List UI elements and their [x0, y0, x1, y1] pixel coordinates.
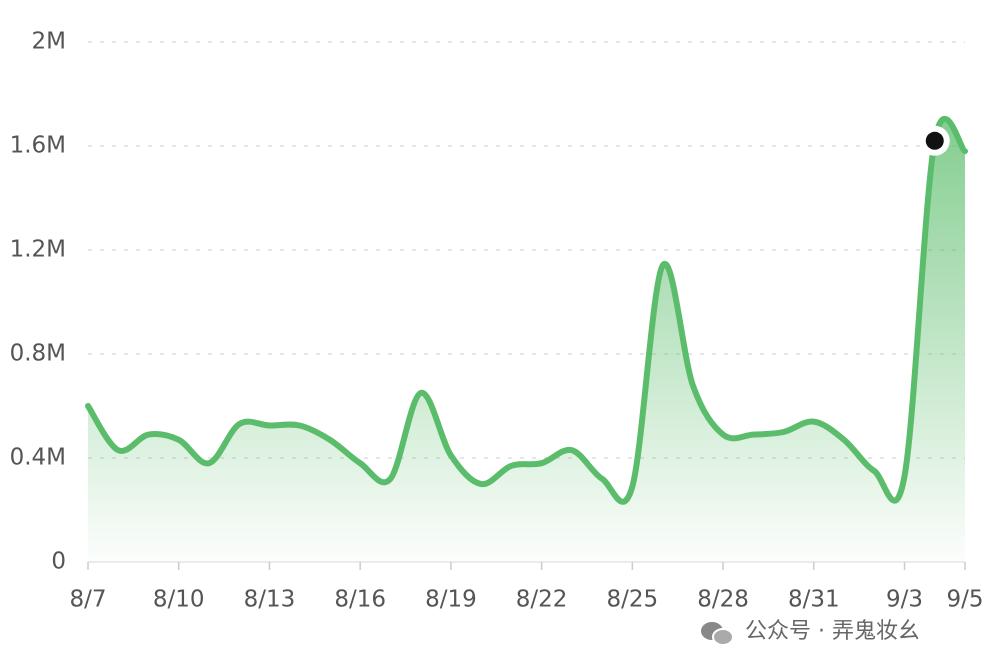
y-tick-label: 0	[51, 549, 66, 575]
x-tick-label: 9/3	[886, 587, 923, 613]
x-tick-label: 8/13	[244, 587, 296, 613]
x-tick-label: 8/7	[69, 587, 106, 613]
highlight-point	[925, 131, 944, 150]
y-tick-label: 0.4M	[10, 445, 66, 471]
wechat-icon	[701, 622, 734, 646]
y-tick-label: 1.2M	[10, 237, 66, 263]
watermark: 公众号 · 弄鬼妆幺	[745, 619, 920, 644]
x-tick-label: 8/28	[697, 587, 749, 613]
line	[85, 116, 968, 505]
y-tick-label: 0.8M	[10, 341, 66, 367]
x-tick-label: 8/19	[425, 587, 477, 613]
x-tick-label: 8/16	[334, 587, 386, 613]
x-tick-label: 8/25	[607, 587, 659, 613]
area-fill	[88, 118, 965, 562]
x-tick-label: 8/22	[516, 587, 568, 613]
x-tick-label: 8/31	[788, 587, 840, 613]
y-tick-label: 2M	[32, 29, 66, 55]
x-tick-label: 9/5	[946, 587, 983, 613]
y-tick-label: 1.6M	[10, 133, 66, 159]
x-tick-label: 8/10	[153, 587, 205, 613]
